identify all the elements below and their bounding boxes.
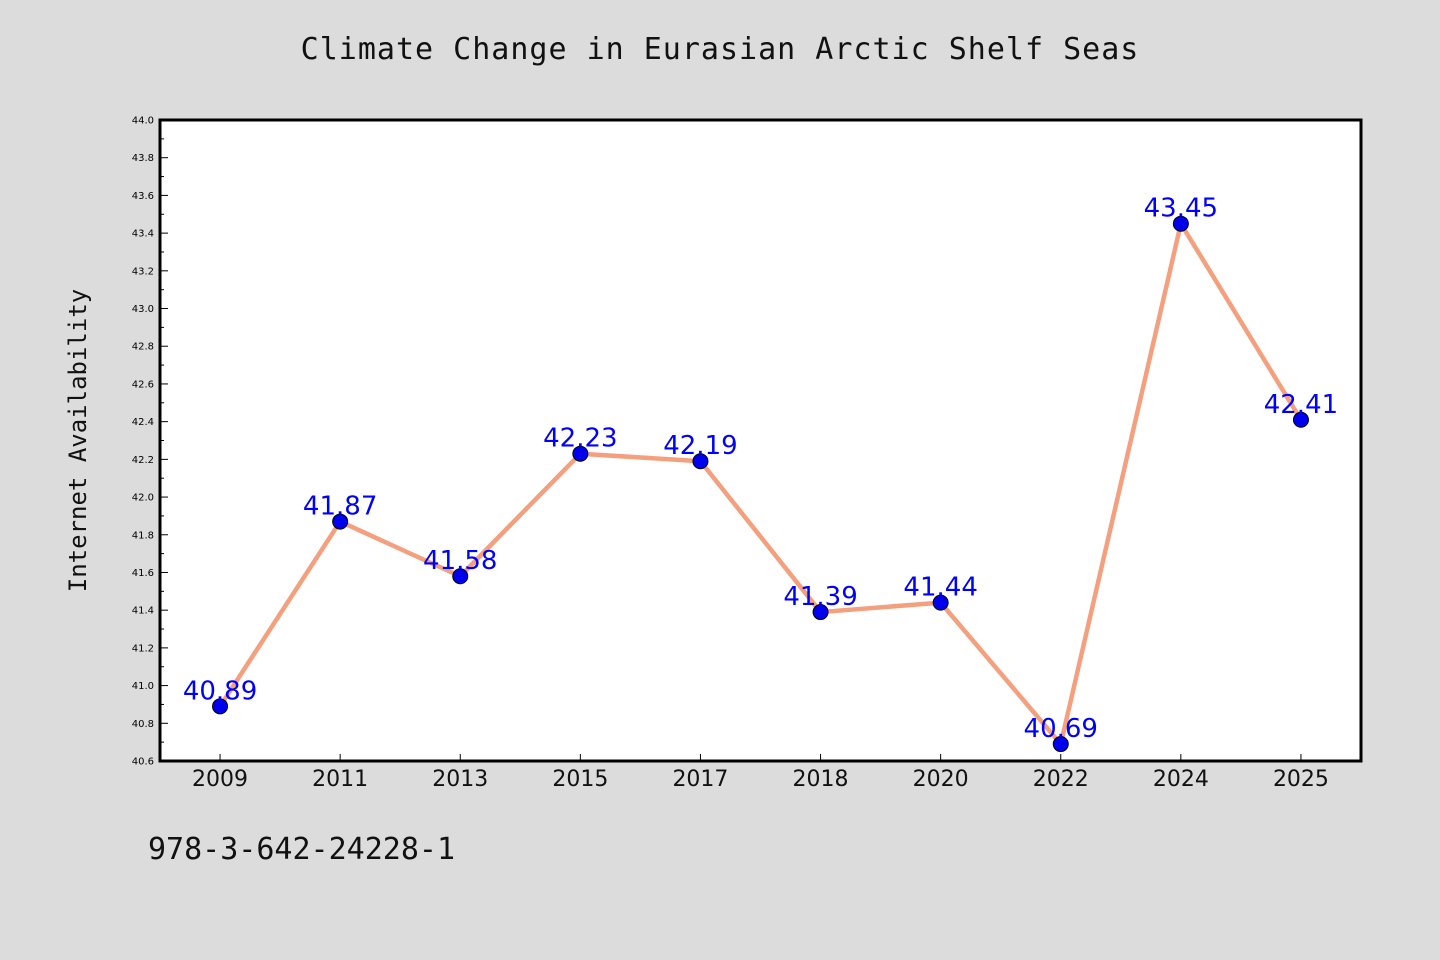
data-point bbox=[812, 604, 829, 621]
data-point bbox=[1292, 411, 1309, 428]
data-label: 41.39 bbox=[783, 582, 857, 612]
y-tick-label: 42.6 bbox=[132, 379, 154, 390]
y-tick-label: 43.2 bbox=[132, 266, 154, 277]
y-tick-label: 41.8 bbox=[132, 530, 154, 541]
y-tick-label: 41.2 bbox=[132, 643, 154, 654]
data-point bbox=[212, 698, 229, 715]
data-label: 41.44 bbox=[903, 573, 977, 603]
y-tick-label: 44.0 bbox=[132, 116, 154, 127]
footnote-isbn: 978-3-642-24228-1 bbox=[148, 832, 456, 867]
x-tick-label: 2013 bbox=[432, 767, 488, 792]
data-label: 41.58 bbox=[423, 546, 497, 576]
data-label: 41.87 bbox=[303, 492, 377, 522]
data-point bbox=[932, 594, 949, 611]
y-tick-label: 43.6 bbox=[132, 191, 154, 202]
series-line bbox=[217, 221, 1304, 747]
x-tick-label: 2011 bbox=[312, 767, 368, 792]
x-tick-label: 2024 bbox=[1153, 767, 1209, 792]
x-tick-label: 2009 bbox=[192, 767, 248, 792]
data-label: 40.69 bbox=[1024, 714, 1098, 744]
data-label: 40.89 bbox=[183, 676, 257, 706]
data-point bbox=[332, 513, 349, 530]
x-tick-label: 2025 bbox=[1273, 767, 1329, 792]
y-tick-label: 42.0 bbox=[132, 493, 154, 504]
y-tick-label: 42.8 bbox=[132, 342, 154, 353]
y-tick-label: 41.4 bbox=[132, 606, 154, 617]
data-point bbox=[1172, 215, 1189, 232]
data-point bbox=[1052, 736, 1069, 753]
y-tick-label: 43.0 bbox=[132, 304, 154, 315]
chart-title: Climate Change in Eurasian Arctic Shelf … bbox=[300, 32, 1140, 67]
data-label: 42.23 bbox=[543, 424, 617, 454]
data-label: 42.19 bbox=[663, 431, 737, 461]
y-tick-label: 42.2 bbox=[132, 455, 154, 466]
x-tick-label: 2017 bbox=[672, 767, 728, 792]
x-tick-label: 2020 bbox=[913, 767, 969, 792]
x-tick-label: 2015 bbox=[552, 767, 608, 792]
y-tick-label: 40.6 bbox=[132, 757, 154, 768]
y-tick-label: 41.6 bbox=[132, 568, 154, 579]
y-tick-label: 43.8 bbox=[132, 153, 154, 164]
y-tick-label: 40.8 bbox=[132, 719, 154, 730]
y-axis-label: Internet Availability bbox=[64, 289, 92, 592]
data-point bbox=[452, 568, 469, 585]
plot-area bbox=[160, 120, 1361, 761]
data-point bbox=[572, 445, 589, 462]
y-tick-label: 43.4 bbox=[132, 229, 154, 240]
x-tick-label: 2018 bbox=[793, 767, 849, 792]
plot-frame bbox=[158, 118, 1363, 763]
x-tick-label: 2022 bbox=[1033, 767, 1089, 792]
y-tick-label: 41.0 bbox=[132, 681, 154, 692]
data-label: 42.41 bbox=[1264, 390, 1338, 420]
y-tick-label: 42.4 bbox=[132, 417, 154, 428]
data-label: 43.45 bbox=[1144, 194, 1218, 224]
data-point bbox=[692, 453, 709, 470]
